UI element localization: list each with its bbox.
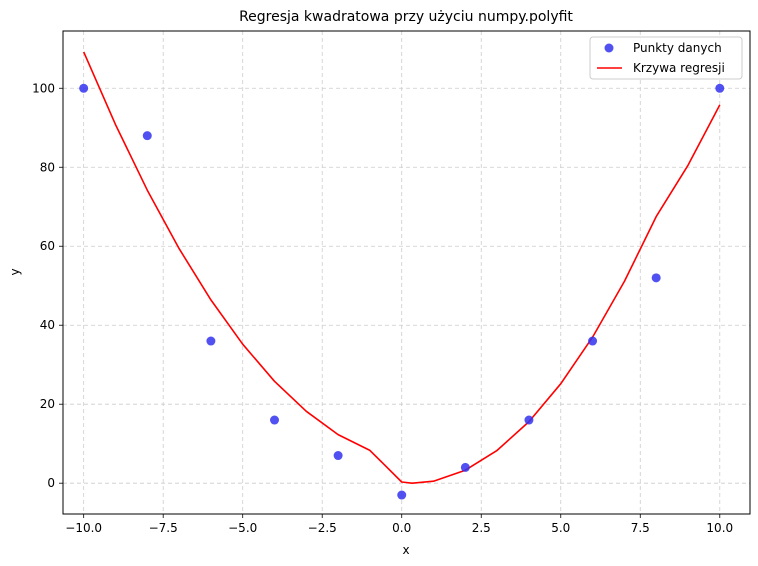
x-tick-label: 0.0 [392,521,411,535]
y-tick-label: 20 [40,397,55,411]
x-tick-label: 7.5 [631,521,650,535]
data-points-layer [79,83,725,500]
y-tick-label: 40 [40,318,55,332]
data-point [460,462,470,472]
data-point [142,131,152,141]
y-axis-label: y [8,268,22,275]
data-point [715,83,725,93]
x-tick-label: −5.0 [228,521,257,535]
x-tick-label: 10.0 [706,521,733,535]
x-tick-label: −2.5 [308,521,337,535]
data-point [397,490,407,500]
legend-scatter-marker [604,43,614,53]
data-point [588,336,598,346]
legend-label-curve: Krzywa regresji [633,61,725,75]
x-axis-label: x [402,543,409,557]
data-point [79,83,89,93]
y-tick-label: 0 [47,476,55,490]
x-tick-label: −10.0 [65,521,102,535]
x-tick-label: 5.0 [551,521,570,535]
regression-curve-layer [82,51,721,484]
grid [63,31,750,514]
data-point [270,415,280,425]
legend-label-points: Punkty danych [633,41,722,55]
y-tick-label: 60 [40,239,55,253]
data-point [206,336,216,346]
data-point [524,415,534,425]
y-tick-label: 100 [32,81,55,95]
x-tick-label: 2.5 [472,521,491,535]
legend: Punkty danych Krzywa regresji [589,36,743,80]
chart-title: Regresja kwadratowa przy użyciu numpy.po… [239,9,573,25]
y-axis-ticks: 0 20 40 60 80 100 [32,81,63,490]
regression-curve [82,51,721,484]
x-axis-ticks: −10.0 −7.5 −5.0 −2.5 0.0 2.5 5.0 7.5 10.0 [65,514,733,535]
y-tick-label: 80 [40,160,55,174]
data-point [651,273,661,283]
x-tick-label: −7.5 [149,521,178,535]
data-point [333,451,343,461]
legend-box [589,36,743,80]
plot-frame [62,30,751,515]
